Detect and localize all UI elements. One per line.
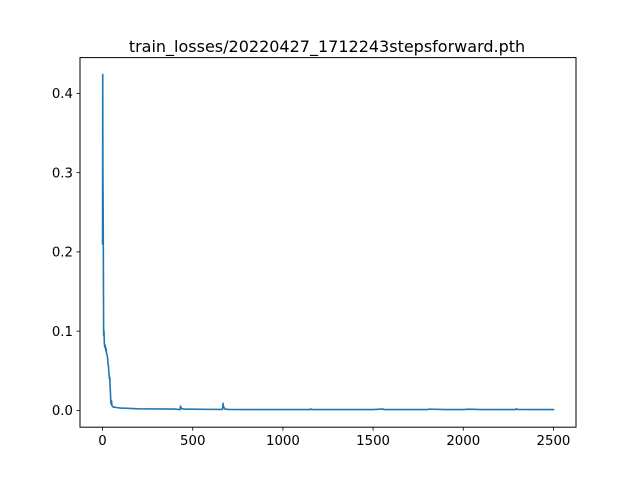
x-tick-label: 0 bbox=[98, 434, 106, 449]
y-tick-label: 0.2 bbox=[52, 246, 73, 261]
axes-frame bbox=[79, 57, 577, 428]
series-line-0 bbox=[101, 73, 555, 411]
y-tick-label: 0.3 bbox=[52, 166, 73, 181]
x-tick-label: 1500 bbox=[356, 434, 390, 449]
plot-area bbox=[101, 73, 555, 411]
y-axis: 0.0 0.1 0.2 0.3 0.4 bbox=[52, 87, 80, 419]
x-tick-label: 2500 bbox=[537, 434, 571, 449]
y-tick-label: 0.0 bbox=[52, 404, 73, 419]
x-tick-label: 1000 bbox=[266, 434, 300, 449]
chart-title: train_losses/20220427_1712243stepsforwar… bbox=[129, 37, 525, 57]
x-axis: 0 500 1000 1500 2000 2500 bbox=[98, 427, 570, 449]
y-tick-label: 0.4 bbox=[52, 87, 73, 102]
x-tick-label: 2000 bbox=[446, 434, 480, 449]
x-tick-label: 500 bbox=[180, 434, 205, 449]
y-tick-label: 0.1 bbox=[52, 325, 73, 340]
